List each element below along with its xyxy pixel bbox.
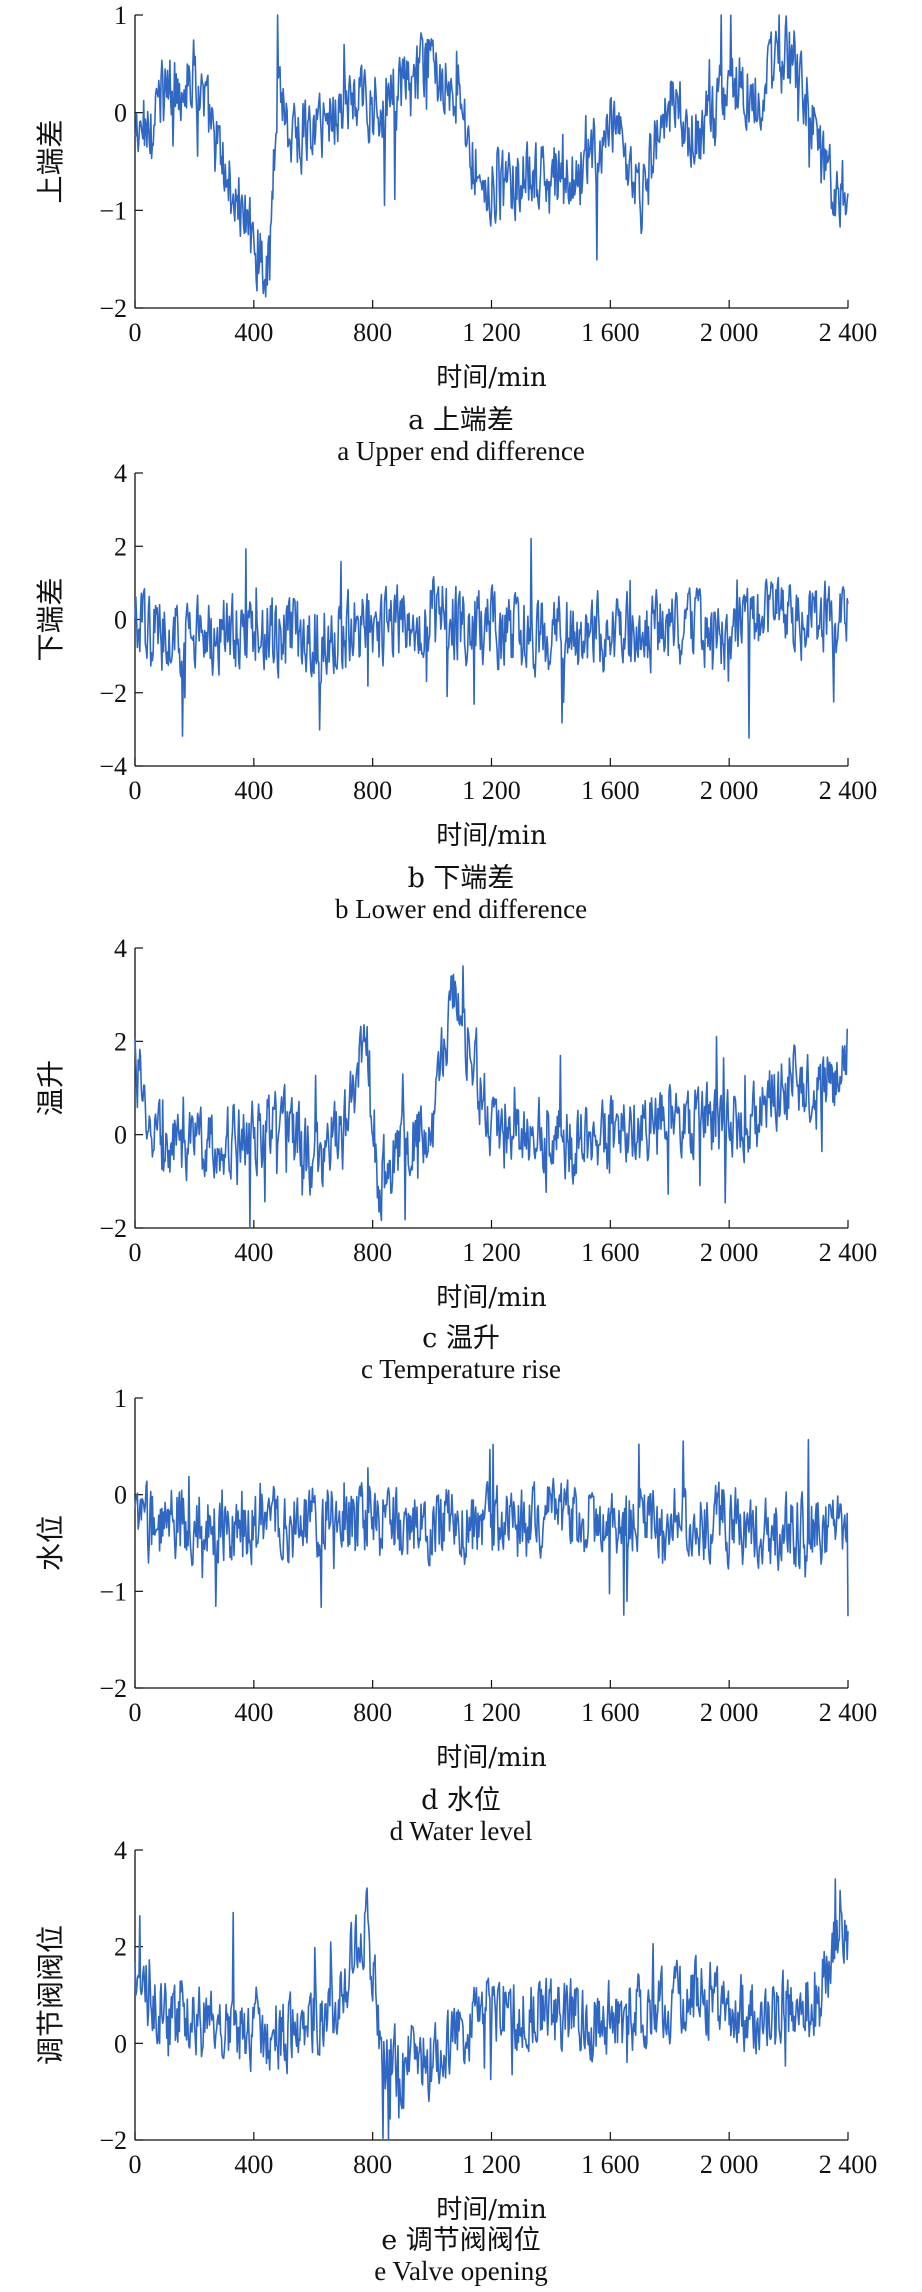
- x-tick-label: 800: [353, 2150, 392, 2179]
- x-tick-label: 1 200: [462, 2150, 521, 2179]
- x-tick-label: 400: [234, 1238, 273, 1267]
- y-tick-label: 1: [114, 1384, 127, 1413]
- x-tick-label: 1 600: [581, 1698, 640, 1727]
- y-tick-label: −4: [99, 752, 127, 781]
- y-axis-label: 温升: [34, 1060, 67, 1116]
- line-chart-a: −2 −1 0 1 0 400 800 1 200 1 600 2 000 2 400 上端差时间/m…: [34, 1, 878, 393]
- x-tick-label: 1 200: [462, 1698, 521, 1727]
- x-tick-label: 0: [129, 1238, 142, 1267]
- x-tick-label: 2 400: [819, 318, 878, 347]
- y-tick-label: −1: [99, 196, 127, 225]
- y-tick-label: 0: [114, 2029, 127, 2058]
- x-tick-label: 2 000: [700, 2150, 759, 2179]
- caption-en-d: d Water level: [389, 1816, 533, 1846]
- series-line: [134, 14, 849, 298]
- x-tick-label: 0: [129, 776, 142, 805]
- series-line: [134, 1438, 849, 1617]
- x-tick-label: 400: [234, 318, 273, 347]
- x-tick-label: 400: [234, 776, 273, 805]
- x-axis-label: 时间/min: [436, 1743, 547, 1773]
- x-tick-label: 800: [353, 776, 392, 805]
- y-tick-label: 2: [114, 1933, 127, 1962]
- y-tick-label: 0: [114, 1121, 127, 1150]
- y-tick-label: −1: [99, 1577, 127, 1606]
- x-tick-label: 2 000: [700, 1238, 759, 1267]
- caption-cn-c: c 温升: [422, 1323, 500, 1354]
- x-tick-label: 2 000: [700, 1698, 759, 1727]
- y-tick-label: 0: [114, 99, 127, 128]
- caption-cn-a: a 上端差: [408, 405, 514, 436]
- x-tick-label: 2 400: [819, 1698, 878, 1727]
- x-axis-label: 时间/min: [436, 363, 547, 393]
- x-tick-label: 1 200: [462, 318, 521, 347]
- y-tick-label: 0: [114, 1481, 127, 1510]
- chart-panel-e: −2 0 2 4 0 400 800 1 200 1 600 2 000 2 400 调节阀阀位 时间/…: [0, 1810, 922, 2292]
- y-tick-label: 2: [114, 532, 127, 561]
- x-tick-label: 1 200: [462, 1238, 521, 1267]
- x-tick-label: 1 600: [581, 1238, 640, 1267]
- x-tick-label: 2 400: [819, 776, 878, 805]
- y-tick-label: 4: [114, 934, 127, 963]
- caption-en-c: c Temperature rise: [360, 1354, 561, 1384]
- y-tick-label: −2: [99, 1674, 127, 1703]
- y-tick-label: 4: [114, 459, 127, 488]
- chart-panel-b: −4 −2 0 2 4 0 400 800 1 200 1 600 2 000 2 400 下端差时间/…: [0, 458, 922, 928]
- caption-cn-b: b 下端差: [407, 863, 515, 894]
- x-tick-label: 0: [129, 318, 142, 347]
- y-tick-label: −2: [99, 294, 127, 323]
- caption-en-b: b Lower end difference: [334, 894, 588, 924]
- caption-en-a: a Upper end difference: [337, 436, 585, 466]
- x-tick-label: 0: [129, 1698, 142, 1727]
- x-tick-label: 1 600: [581, 318, 640, 347]
- chart-panel-d: −2 −1 0 1 0 400 800 1 200 1 600 2 000 2 400 水位时间/mi…: [0, 1380, 922, 1850]
- y-tick-label: −2: [99, 2126, 127, 2155]
- y-tick-label: 1: [114, 1, 127, 30]
- x-tick-label: 2 400: [819, 1238, 878, 1267]
- series-line: [134, 1878, 849, 2141]
- y-axis-label: 调节阀阀位: [34, 1925, 67, 2065]
- x-tick-label: 2 000: [700, 318, 759, 347]
- x-tick-label: 400: [234, 1698, 273, 1727]
- y-tick-label: 2: [114, 1027, 127, 1056]
- y-tick-label: −2: [99, 679, 127, 708]
- x-tick-label: 2 400: [819, 2150, 878, 2179]
- caption-cn-e: e 调节阀阀位: [381, 2225, 541, 2256]
- y-axis-label: 水位: [34, 1515, 67, 1571]
- x-tick-label: 800: [353, 1698, 392, 1727]
- x-axis-label: 时间/min: [436, 2195, 547, 2225]
- x-tick-label: 400: [234, 2150, 273, 2179]
- x-axis-label: 时间/min: [436, 821, 547, 851]
- chart-panel-c: −2 0 2 4 0 400 800 1 200 1 600 2 000 2 400 温升 时间/min…: [0, 918, 922, 1388]
- caption-en-e: e Valve opening: [374, 2256, 548, 2286]
- y-axis-label: 上端差: [34, 119, 67, 203]
- caption-cn-d: d 水位: [421, 1785, 501, 1816]
- series-line: [134, 537, 849, 739]
- x-tick-label: 800: [353, 318, 392, 347]
- y-axis-label: 下端差: [34, 577, 67, 661]
- chart-panel-a: −2 −1 0 1 0 400 800 1 200 1 600 2 000 2 400 上端差时间/m…: [0, 0, 922, 470]
- y-tick-label: −2: [99, 1214, 127, 1243]
- x-tick-label: 1 600: [581, 2150, 640, 2179]
- line-chart-b: −4 −2 0 2 4 0 400 800 1 200 1 600 2 000 2 400 下端差时间/…: [34, 459, 878, 851]
- x-tick-label: 1 600: [581, 776, 640, 805]
- y-tick-label: 4: [114, 1836, 127, 1865]
- x-tick-label: 800: [353, 1238, 392, 1267]
- x-tick-label: 0: [129, 2150, 142, 2179]
- x-axis-label: 时间/min: [436, 1283, 547, 1313]
- series-line: [134, 965, 849, 1229]
- x-tick-label: 1 200: [462, 776, 521, 805]
- y-tick-label: 0: [114, 606, 127, 635]
- x-tick-label: 2 000: [700, 776, 759, 805]
- line-chart-d: −2 −1 0 1 0 400 800 1 200 1 600 2 000 2 400 水位时间/mi…: [34, 1384, 878, 1773]
